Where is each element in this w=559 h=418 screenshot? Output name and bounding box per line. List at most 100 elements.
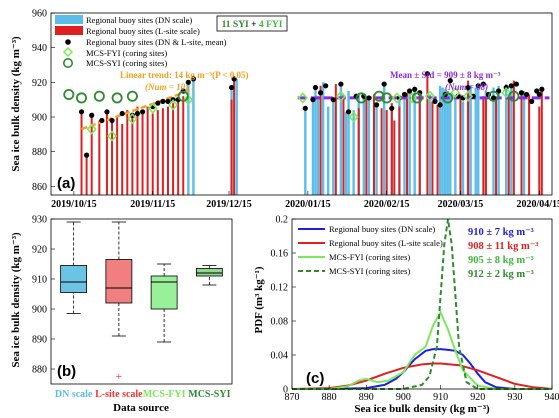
point-fyi [463, 90, 474, 102]
point-mean [330, 97, 336, 103]
bar-dn [352, 110, 355, 195]
point-fyi [391, 92, 402, 104]
bar-lsite [507, 97, 510, 195]
point-mean [437, 102, 443, 108]
point-mean [529, 98, 535, 104]
panel-b: + 880 890 900 910 920 930 DN scale L-site scal… [10, 215, 233, 414]
panel-a-bars [80, 73, 543, 195]
panel-a-yaxis: 860 880 900 920 940 960 [32, 9, 55, 193]
bar-lsite [467, 80, 470, 195]
outlier: + [116, 371, 122, 383]
point-syi [126, 90, 138, 102]
point-fyi [348, 111, 359, 123]
bar-lsite [156, 110, 159, 195]
point-mean [104, 109, 110, 115]
xtick-label: 2019/10/15 [51, 199, 97, 210]
bar-lsite [390, 103, 393, 195]
point-mean [338, 81, 344, 87]
bar-lsite [520, 92, 523, 195]
ytick-label: 880 [32, 365, 47, 376]
bar-dn [454, 97, 457, 195]
bar-dn [413, 89, 416, 195]
ytick-label: 880 [32, 147, 47, 158]
bar-dn [510, 87, 513, 195]
stat-fyi: 905 ± 8 kg m⁻³ [468, 255, 534, 266]
bar-lsite [512, 80, 515, 195]
bar-lsite [393, 120, 396, 195]
point-fyi [335, 90, 346, 102]
point-mean [523, 91, 530, 98]
point-mean [513, 81, 519, 87]
point-mean [185, 79, 191, 85]
bar-lsite [146, 106, 149, 195]
panel-a-frame [50, 12, 553, 196]
bar-dn [408, 91, 411, 195]
point-fyi [127, 113, 138, 125]
ytick-label: 920 [32, 245, 47, 256]
ytick-label: 0.2 [276, 215, 289, 226]
bar-dn [339, 84, 343, 195]
bar-lsite [177, 101, 180, 195]
bar-dn [443, 89, 447, 195]
bar-lsite [126, 110, 129, 195]
xtick-label: 880 [322, 392, 337, 403]
bar-lsite [484, 97, 487, 195]
legend-label-dn: Regional buoy sites (DN scale) [86, 15, 192, 25]
point-syi [411, 92, 423, 104]
bar-lsite [166, 106, 169, 195]
bar-dn [375, 104, 378, 195]
point-mean [312, 84, 319, 91]
ytick-label: 0 [283, 385, 288, 396]
pdf-line [292, 348, 552, 390]
bar-lsite [172, 103, 175, 195]
panel-a-points [63, 71, 545, 158]
category-label: MCS-FYI [143, 389, 186, 400]
bar-dn [403, 94, 406, 195]
panel-a-xaxis: 2019/10/15 2019/11/15 2019/12/15 2020/01/15… [51, 191, 559, 210]
point-mean [465, 84, 471, 91]
bar-lsite [141, 111, 144, 195]
legend-marker-mean [65, 39, 71, 45]
panel-b-frame [50, 218, 233, 385]
xtick-label: 2020/04/15 [517, 199, 559, 210]
stat-lsite: 908 ± 11 kg m⁻³ [468, 241, 538, 252]
bar-dn [477, 89, 480, 195]
point-mean [323, 83, 329, 89]
legend-label-c-dn: Regional buoy sites (DN scale) [329, 224, 435, 234]
ytick-label: 900 [32, 305, 47, 316]
bar-lsite [105, 110, 108, 195]
bar-dn [332, 99, 335, 195]
bar-dn [362, 96, 366, 195]
ytick-label: 910 [32, 275, 47, 286]
point-fyi [501, 87, 512, 99]
legend-label-fyi: MCS-FYI (coring sites) [86, 48, 167, 58]
legend-label-mean: Regional buoy sites (DN & L-site, mean) [86, 37, 227, 47]
bar-lsite [116, 117, 119, 195]
legend-label-lsite: Regional buoy sites (L-site scale) [86, 26, 200, 36]
panel-b-label: (b) [57, 363, 76, 380]
point-mean [89, 112, 95, 118]
point-mean [109, 117, 115, 124]
panel-c-xaxis: 870 880 890 900 910 920 930 940 [285, 385, 559, 403]
point-fyi [297, 92, 308, 104]
point-syi [508, 90, 520, 102]
bar-dn [449, 94, 452, 195]
point-fyi [424, 90, 435, 102]
bar-lsite [431, 101, 434, 195]
point-mean [99, 117, 105, 124]
point-mean [302, 105, 308, 111]
bar-lsite [319, 85, 322, 195]
point-mean [190, 76, 197, 82]
point-mean [84, 152, 90, 158]
trend-num: (Num = 10) [145, 82, 188, 92]
mean-num: (Num = 68) [445, 82, 488, 92]
point-syi [76, 92, 88, 104]
pdf-line [292, 218, 552, 390]
bar-dn [314, 87, 317, 195]
panel-b-boxes: + [60, 221, 223, 383]
point-syi [177, 90, 189, 102]
site-count-label: 11 SYI + 4 FYI [222, 20, 283, 30]
bar-lsite [540, 89, 543, 195]
site-count-fyi: 4 FYI [259, 20, 283, 30]
